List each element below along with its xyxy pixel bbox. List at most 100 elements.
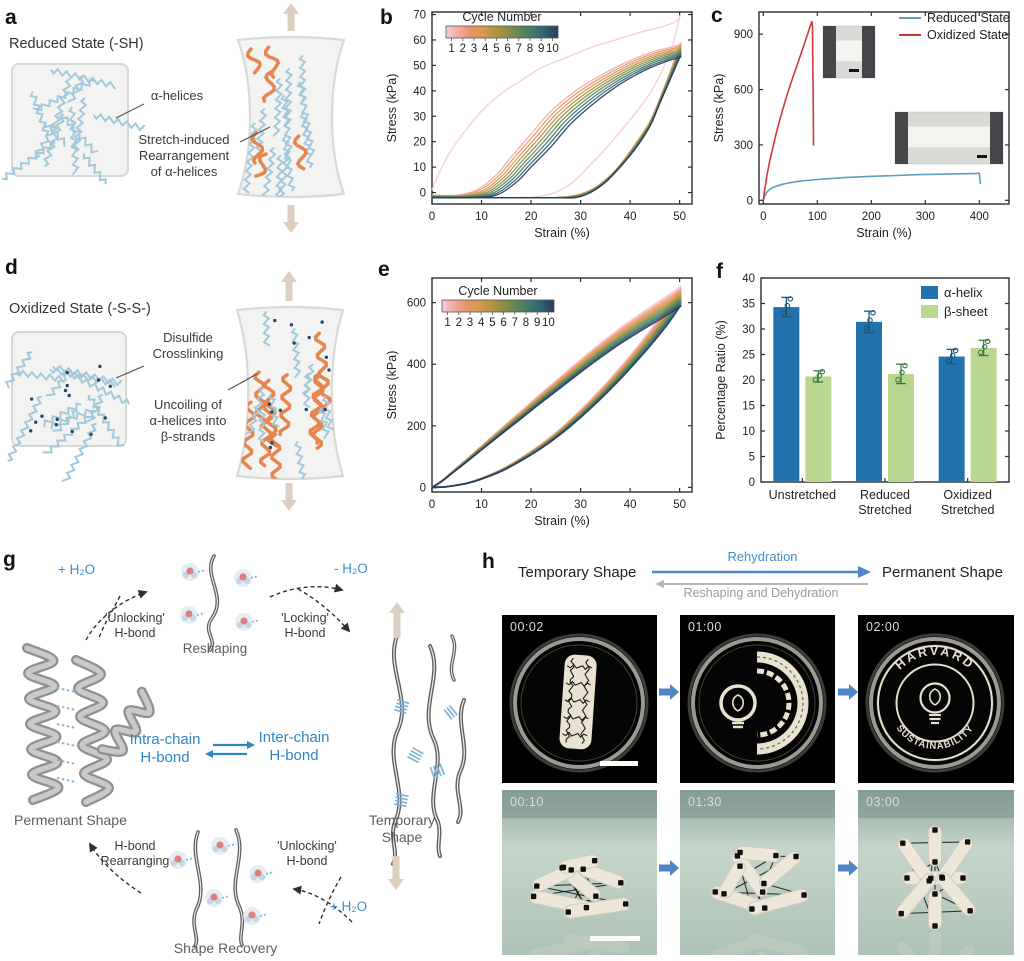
svg-text:40: 40	[413, 86, 426, 98]
h-reshaping-dehydration: Reshaping and Dehydration	[683, 586, 839, 600]
chart-b-cyclic-stress-strain: 0 10 20 30 40 50 0 10 20 30 40 50 60 70 Strain (%) Stre…	[385, 10, 693, 240]
photo-petri-1: 00:02	[502, 615, 657, 783]
stretch-arrow-icon	[281, 271, 297, 301]
panel-d-title: Oxidized State (-S-S-)	[9, 301, 151, 317]
photo-petri-2: 01:00	[680, 615, 835, 783]
svg-text:20: 20	[525, 499, 538, 511]
svg-text:50: 50	[673, 211, 686, 223]
svg-text:600: 600	[734, 85, 753, 97]
chart-e-cyclic-stress-strain: 0 10 20 30 40 50 0 200 400 600 Strain (%) Stress (k…	[385, 277, 693, 528]
stretch-arrow-icon	[389, 602, 405, 638]
photo-tensegrity-1: 00:10	[502, 790, 657, 955]
svg-text:10: 10	[475, 211, 488, 223]
svg-text:15: 15	[742, 401, 755, 413]
bar-α-helix	[938, 356, 965, 482]
svg-text:Strain (%): Strain (%)	[534, 514, 590, 528]
svg-text:0: 0	[749, 477, 755, 489]
svg-text:α-helix: α-helix	[944, 285, 983, 300]
svg-text:8: 8	[527, 43, 533, 55]
label-intra-chain: Intra-chain H-bond	[129, 731, 201, 767]
stretch-arrow-icon	[388, 856, 404, 890]
svg-text:5: 5	[493, 43, 499, 55]
svg-text:600: 600	[407, 298, 426, 310]
photo-tensegrity-2: 01:30	[680, 790, 835, 955]
panel-letter-d: d	[5, 256, 18, 279]
series-Oxidized State	[762, 20, 815, 201]
panel-letter-h: h	[482, 550, 495, 573]
svg-text:200: 200	[862, 211, 881, 223]
svg-text:300: 300	[916, 211, 935, 223]
label-unlocking-top: 'Unlocking' H-bond	[105, 611, 165, 641]
svg-text:10: 10	[546, 43, 559, 55]
panel-letter-c: c	[711, 4, 723, 27]
svg-text:900: 900	[734, 29, 753, 41]
svg-text:3: 3	[471, 43, 477, 55]
label-locking: 'Locking' H-bond	[281, 611, 329, 641]
svg-text:Cycle Number: Cycle Number	[458, 284, 537, 298]
series-Reduced State	[762, 172, 982, 201]
label-inter-chain: Inter-chain H-bond	[258, 729, 330, 765]
stretch-arrow-icon	[283, 205, 299, 233]
svg-text:Stress (kPa): Stress (kPa)	[385, 351, 399, 420]
label-reshaping: Reshaping	[182, 641, 248, 656]
label-stretch-rearrangement: Stretch-induced Rearrangement of α-helic…	[138, 132, 230, 179]
scale-bar	[600, 761, 638, 766]
svg-text:400: 400	[970, 211, 989, 223]
svg-text:20: 20	[742, 375, 755, 387]
svg-text:Reduced: Reduced	[860, 488, 910, 502]
svg-text:Unstretched: Unstretched	[769, 488, 836, 502]
svg-text:9: 9	[534, 317, 540, 329]
h-rehydration: Rehydration	[727, 549, 798, 564]
label-permanent-shape: Permenant Shape	[14, 812, 127, 828]
svg-text:4: 4	[478, 317, 485, 329]
bar-β-sheet	[970, 347, 997, 482]
timestamp: 03:00	[866, 795, 900, 809]
svg-text:60: 60	[413, 35, 426, 47]
chart-f-secondary-structure-bars: 0 5 10 15 20 25 30 35 40 Percentage Ratio (%) Unst…	[714, 273, 1010, 517]
svg-text:50: 50	[413, 60, 426, 72]
svg-text:7: 7	[516, 43, 522, 55]
svg-text:0: 0	[429, 211, 435, 223]
label-uncoiling: Uncoiling of α-helices into β-strands	[149, 397, 227, 444]
svg-text:10: 10	[475, 499, 488, 511]
svg-text:β-sheet: β-sheet	[944, 304, 988, 319]
svg-text:100: 100	[808, 211, 827, 223]
svg-text:Reduced State: Reduced State	[927, 11, 1010, 25]
svg-text:0: 0	[429, 499, 435, 511]
svg-text:Stretched: Stretched	[858, 503, 912, 517]
label-disulfide-crosslinking: Disulfide Crosslinking	[152, 330, 224, 361]
label-shape-recovery: Shape Recovery	[173, 940, 278, 956]
svg-text:20: 20	[413, 137, 426, 149]
svg-text:0: 0	[760, 211, 766, 223]
scale-bar	[590, 936, 640, 941]
svg-text:35: 35	[742, 299, 755, 311]
svg-text:50: 50	[673, 499, 686, 511]
svg-text:Cycle Number: Cycle Number	[462, 10, 541, 24]
bar-α-helix	[773, 307, 800, 482]
svg-text:300: 300	[734, 140, 753, 152]
svg-text:Percentage Ratio (%): Percentage Ratio (%)	[714, 320, 728, 440]
bar-β-sheet	[805, 376, 832, 482]
svg-text:3: 3	[467, 317, 473, 329]
svg-text:40: 40	[742, 273, 755, 285]
svg-text:2: 2	[460, 43, 466, 55]
label-minus-h2o: - H₂O	[334, 561, 368, 576]
svg-text:25: 25	[742, 350, 755, 362]
next-step-arrow-icon	[838, 684, 858, 700]
svg-text:10: 10	[542, 317, 555, 329]
svg-text:Strain (%): Strain (%)	[856, 226, 912, 240]
timestamp: 00:10	[510, 795, 544, 809]
svg-text:4: 4	[482, 43, 489, 55]
label-plus-h2o-top: + H₂O	[58, 562, 96, 577]
svg-text:7: 7	[512, 317, 518, 329]
panel-letter-b: b	[380, 6, 393, 29]
svg-text:8: 8	[523, 317, 529, 329]
svg-text:5: 5	[749, 452, 755, 464]
svg-text:1: 1	[448, 43, 454, 55]
svg-text:30: 30	[574, 211, 587, 223]
svg-text:Oxidized: Oxidized	[943, 488, 992, 502]
next-step-arrow-icon	[659, 860, 679, 876]
h-temporary-shape: Temporary Shape	[518, 564, 637, 581]
